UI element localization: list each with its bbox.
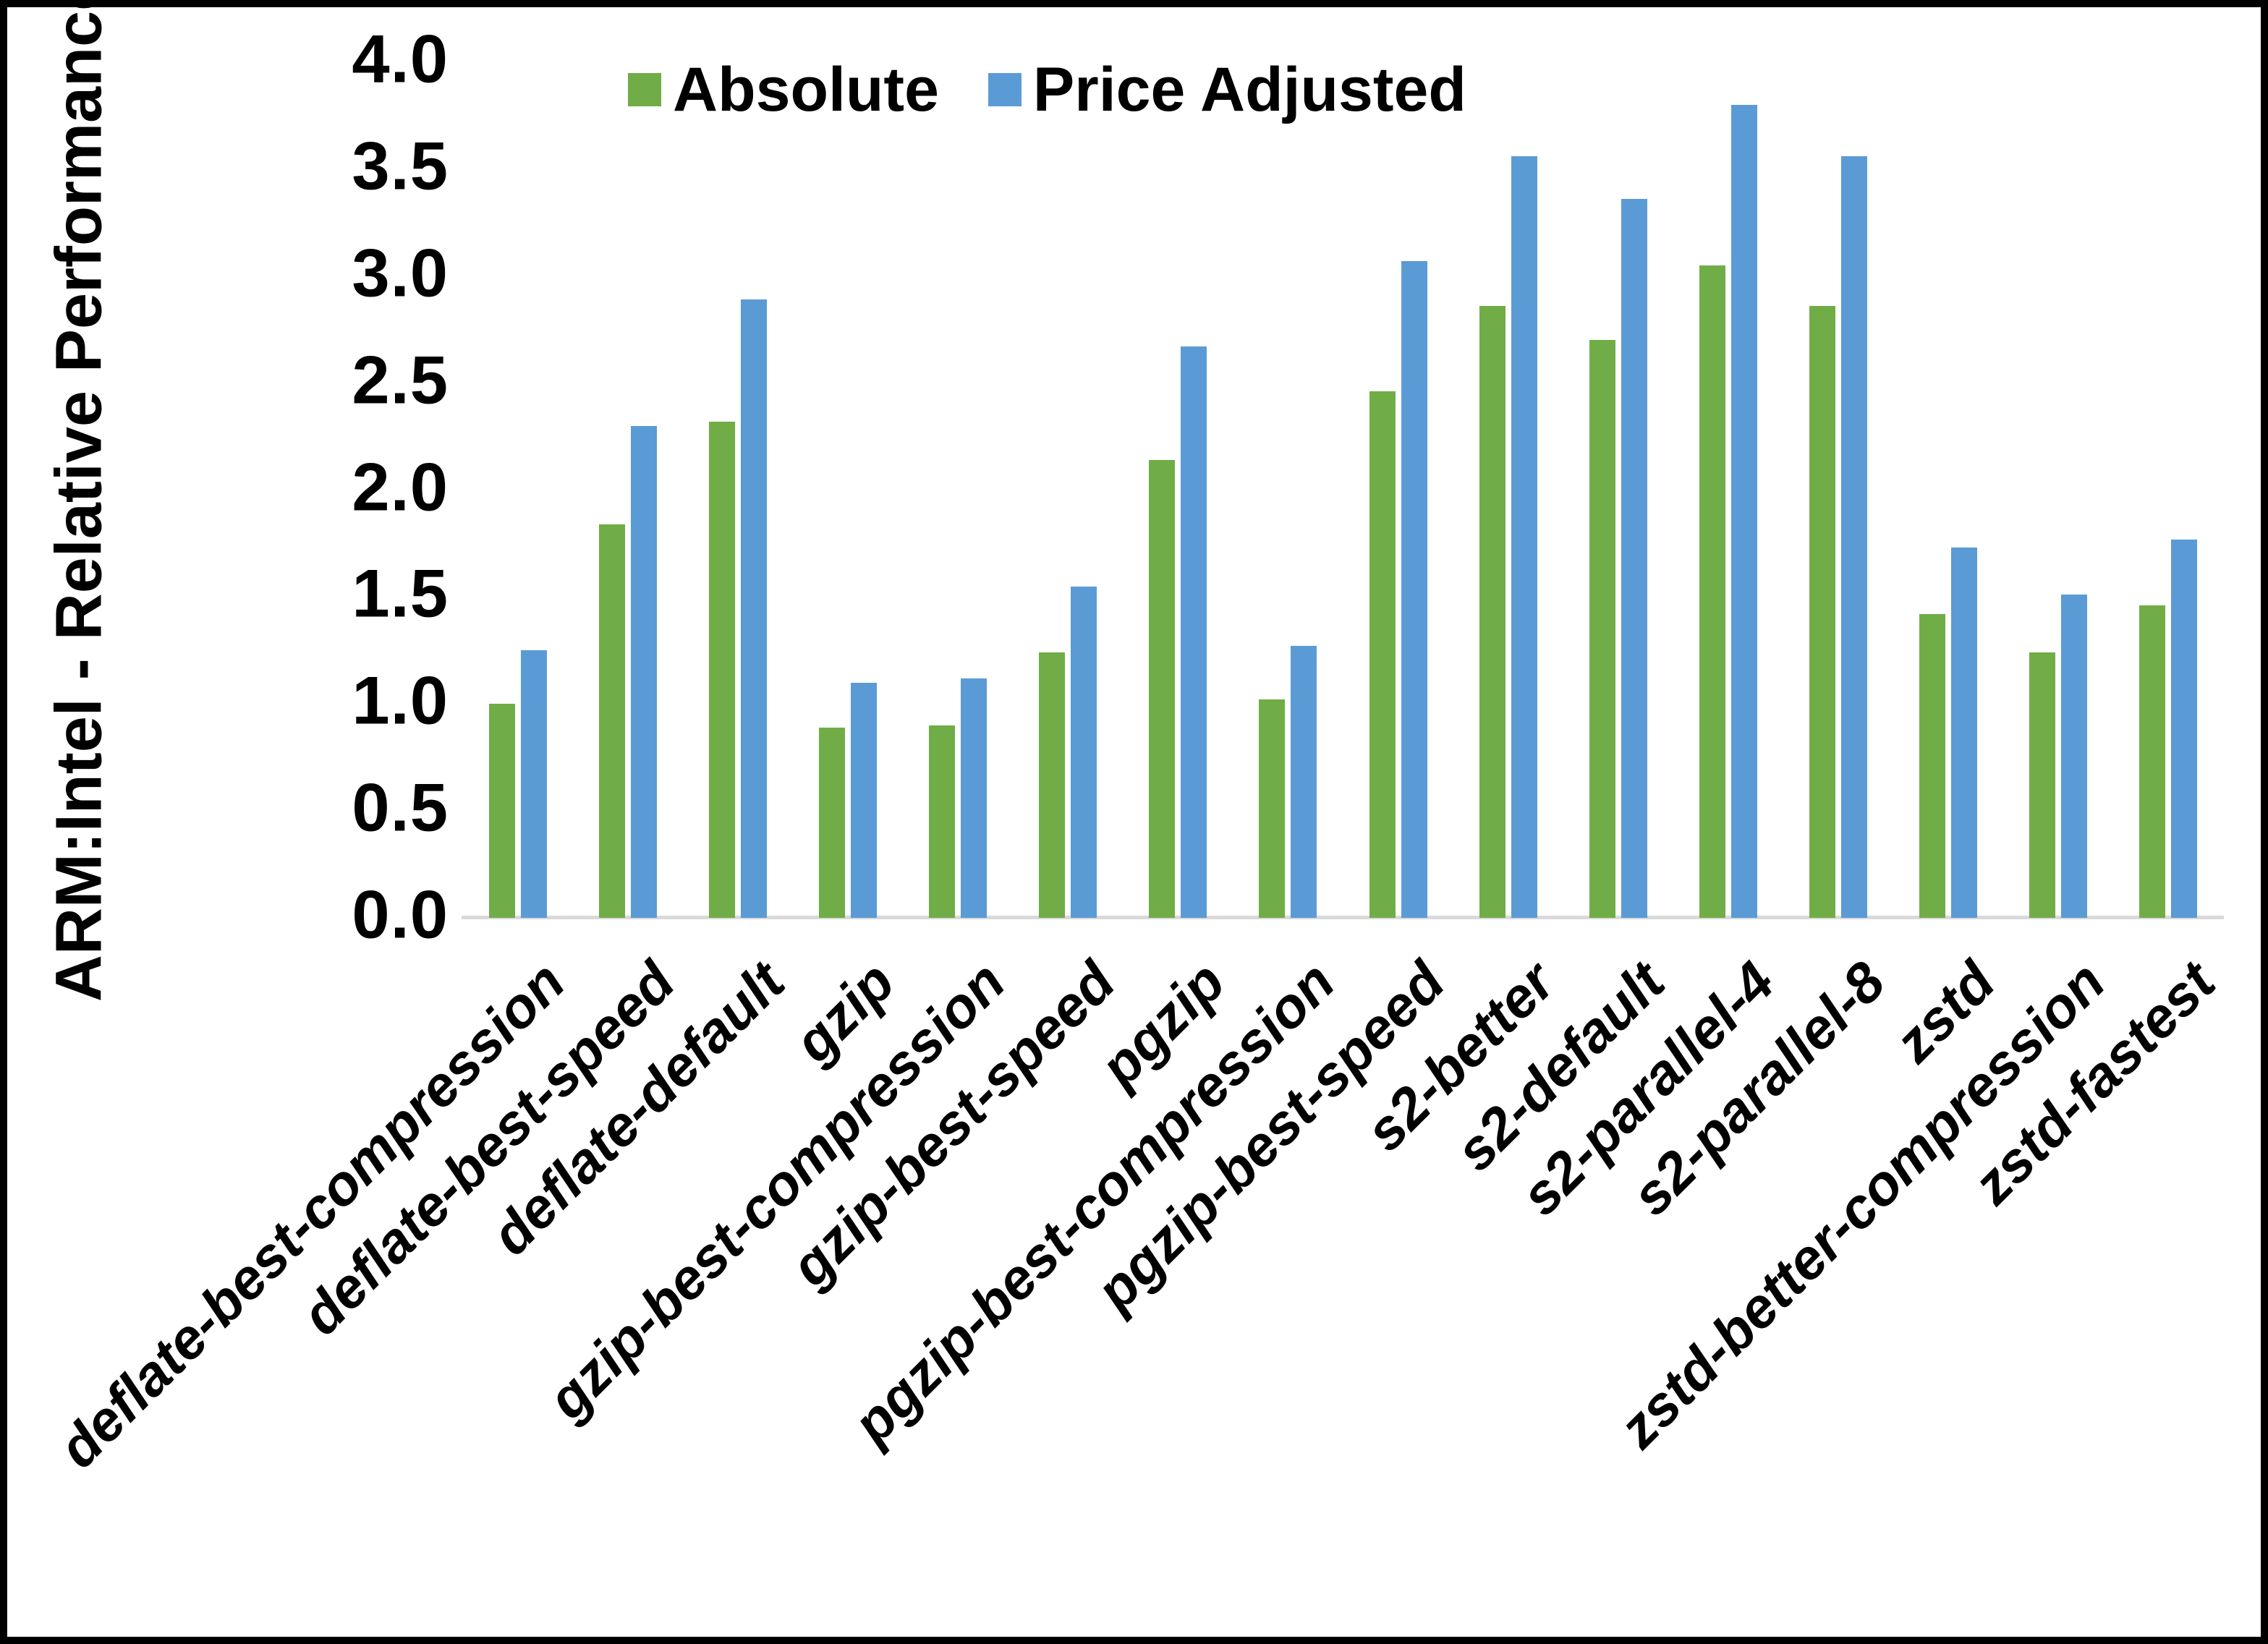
bar-price-adjusted: [521, 650, 548, 918]
bar-price-adjusted: [1511, 156, 1537, 918]
bar-absolute: [489, 704, 516, 918]
bar-group-s2-better: [1453, 62, 1563, 918]
bar-price-adjusted: [1181, 346, 1207, 918]
y-tick-label: 1.5: [352, 555, 449, 632]
y-tick-label: 1.0: [352, 662, 449, 738]
bar-absolute: [1699, 265, 1725, 918]
bar-absolute: [599, 524, 626, 918]
bar-absolute: [1919, 614, 1945, 918]
bar-group-deflate-best-speed: [573, 62, 683, 918]
bar-group-gzip-best-compression: [903, 62, 1013, 918]
bar-price-adjusted: [1950, 548, 1977, 918]
bar-price-adjusted: [1291, 646, 1317, 918]
bar-price-adjusted: [1621, 199, 1647, 918]
bar-group-zstd-fastest: [2113, 62, 2223, 918]
bar-absolute: [1039, 652, 1066, 918]
bar-absolute: [1479, 306, 1505, 918]
y-axis-title: ARM:Intel - Relative Performance: [43, 0, 116, 1002]
bar-price-adjusted: [1401, 261, 1427, 918]
y-tick-label: 3.5: [352, 127, 449, 204]
y-tick-label: 4.0: [352, 20, 449, 97]
y-tick-label: 0.5: [352, 769, 449, 846]
bar-group-s2-parallel-4: [1673, 62, 1783, 918]
bar-price-adjusted: [851, 682, 878, 918]
bar-group-deflate-default: [683, 62, 793, 918]
legend: Absolute Price Adjusted: [628, 55, 1466, 124]
y-tick-label: 0.0: [352, 876, 449, 953]
bar-price-adjusted: [961, 678, 988, 918]
bar-absolute: [1259, 699, 1286, 918]
bar-absolute: [709, 421, 736, 918]
bar-group-s2-default: [1563, 62, 1673, 918]
bar-price-adjusted: [1840, 156, 1867, 918]
bar-absolute: [1809, 306, 1835, 918]
bar-price-adjusted: [1071, 586, 1097, 918]
bar-group-s2-parallel-8: [1783, 62, 1893, 918]
y-tick-label: 2.0: [352, 448, 449, 525]
bar-price-adjusted: [631, 425, 658, 918]
bar-group-deflate-best-compression: [463, 62, 573, 918]
bar-price-adjusted: [1730, 105, 1757, 918]
bar-price-adjusted: [2170, 539, 2197, 918]
bar-group-zstd: [1893, 62, 2003, 918]
x-axis-baseline: [462, 916, 2224, 919]
bar-absolute: [1589, 340, 1615, 918]
bar-absolute: [1369, 391, 1396, 918]
legend-item-absolute: Absolute: [628, 54, 939, 126]
bar-group-gzip-best-speed: [1013, 62, 1123, 918]
legend-item-price-adjusted: Price Adjusted: [988, 54, 1466, 126]
bar-group-pgzip-best-speed: [1343, 62, 1453, 918]
legend-swatch-price-adjusted-icon: [988, 73, 1022, 106]
bar-group-pgzip-best-compression: [1233, 62, 1343, 918]
bar-absolute: [2029, 652, 2055, 918]
legend-label-absolute: Absolute: [673, 54, 939, 124]
bar-absolute: [819, 727, 846, 918]
bar-group-pgzip: [1123, 62, 1233, 918]
bar-price-adjusted: [741, 299, 768, 918]
bar-absolute: [2139, 605, 2165, 918]
bar-price-adjusted: [2060, 595, 2087, 918]
bar-group-gzip: [793, 62, 903, 918]
bar-absolute: [929, 725, 956, 918]
y-tick-label: 3.0: [352, 234, 449, 311]
y-tick-label: 2.5: [352, 341, 449, 418]
legend-label-price-adjusted: Price Adjusted: [1032, 54, 1466, 124]
bar-absolute: [1149, 460, 1176, 918]
bar-group-zstd-better-compression: [2003, 62, 2113, 918]
legend-swatch-absolute-icon: [628, 73, 661, 106]
plot-area: [463, 62, 2223, 918]
